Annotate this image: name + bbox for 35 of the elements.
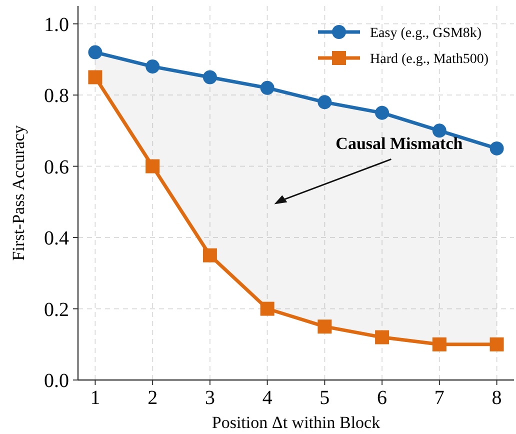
x-tick-label: 5 — [320, 387, 330, 409]
y-axis-title: First-Pass Accuracy — [9, 124, 28, 261]
point — [88, 70, 102, 84]
point — [432, 124, 446, 138]
point — [88, 45, 102, 60]
x-axis-title: Position Δt within Block — [212, 413, 381, 432]
point — [146, 60, 160, 74]
legend-label: Easy (e.g., GSM8k) — [370, 26, 482, 41]
point — [375, 106, 390, 120]
y-tick-label: 0.0 — [44, 370, 69, 392]
annotation: Causal Mismatch — [336, 134, 464, 154]
x-tick-label: 6 — [377, 387, 388, 409]
point — [490, 141, 504, 156]
point — [202, 70, 217, 84]
x-tick-label: 3 — [204, 387, 215, 409]
point — [146, 159, 160, 174]
x-tick-label: 7 — [434, 387, 444, 409]
point — [260, 80, 274, 95]
x-tick-label: 1 — [90, 387, 100, 409]
point — [202, 248, 217, 262]
x-tick-label: 4 — [262, 387, 272, 409]
y-tick-label: 0.4 — [44, 228, 69, 250]
point — [375, 330, 390, 344]
point — [318, 320, 332, 334]
x-tick-label: 8 — [492, 387, 502, 409]
x-tick-label: 2 — [148, 387, 158, 409]
y-tick-label: 1.0 — [44, 14, 69, 36]
legend-label: Hard (e.g., Math500) — [370, 52, 489, 67]
y-tick-label: 0.8 — [44, 85, 69, 108]
y-tick-label: 0.2 — [44, 298, 69, 321]
point — [318, 95, 332, 110]
point — [260, 302, 274, 316]
point — [432, 337, 446, 352]
y-tick-label: 0.6 — [44, 156, 69, 178]
point — [490, 337, 504, 352]
